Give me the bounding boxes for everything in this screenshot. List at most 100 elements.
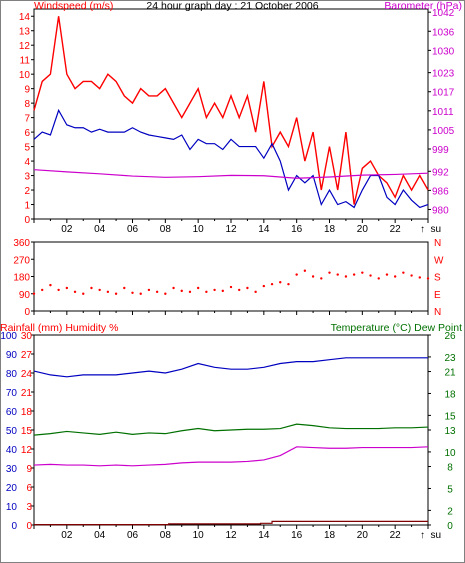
humidity-tick-label: 30: [6, 464, 18, 475]
x-tick-label: 16: [291, 224, 303, 235]
wind-direction-point: [344, 275, 348, 278]
wind-direction-point: [32, 292, 36, 295]
y-tick-label: 3: [24, 172, 30, 183]
wind-direction-point: [328, 271, 331, 274]
series-line-rainfall-mm-: [34, 520, 428, 526]
wind-direction-point: [213, 288, 216, 292]
rain-tick-label: 3: [26, 502, 32, 513]
y-tick-label: 360: [13, 238, 30, 249]
series-line-dew-point: [33, 446, 429, 467]
rain-tick-label: 24: [21, 369, 33, 380]
wind-direction-point: [123, 286, 126, 290]
wind-direction-point: [114, 292, 118, 295]
y-tick-label: 14: [19, 12, 31, 23]
y-tick-label: 8: [24, 99, 30, 110]
y2-tick-label: 21: [444, 368, 456, 379]
x-tick-label: 14: [258, 530, 270, 541]
page-title: 24 hour graph day : 21 October 2006: [146, 0, 318, 12]
wind-direction-point: [172, 286, 175, 290]
y-tick-label: 0: [24, 215, 30, 226]
y2-tick-label: 10: [444, 448, 456, 459]
rain-tick-label: 30: [21, 331, 33, 342]
compass-label: N: [434, 307, 441, 318]
right-axis-title: Temperature (°C) Dew Point: [331, 322, 462, 334]
wind-direction-point: [49, 283, 52, 287]
wind-direction-point: [393, 275, 397, 278]
wind-direction-point: [385, 273, 389, 276]
y2-tick-label: 999: [432, 145, 449, 156]
wind-direction-point: [82, 292, 85, 295]
humidity-tick-label: 50: [6, 426, 18, 437]
wind-direction-point: [164, 292, 167, 295]
humidity-tick-label: 100: [0, 331, 17, 342]
wind-direction-point: [377, 277, 380, 280]
wind-direction-point: [336, 273, 339, 276]
series-line-wind-gust: [33, 108, 429, 209]
now-marker: ↑ su: [420, 224, 441, 235]
wind-direction-point: [155, 290, 159, 294]
y2-tick-label: 1005: [432, 126, 455, 137]
y-tick-label: 2: [24, 186, 30, 197]
y-tick-label: 13: [19, 27, 31, 38]
wind-direction-point: [229, 285, 233, 289]
rain-tick-label: 12: [21, 445, 33, 456]
x-tick-label: 04: [94, 224, 106, 235]
y2-tick-label: 980: [432, 205, 449, 216]
wind-direction-point: [98, 288, 101, 292]
y-tick-label: 4: [24, 157, 30, 168]
wind-direction-point: [246, 286, 249, 290]
wind-direction-point: [205, 290, 208, 294]
plot-area-2: [33, 241, 429, 312]
y-tick-label: 5: [24, 143, 30, 154]
series-line-temperature-c-: [33, 423, 429, 436]
wind-direction-point: [196, 286, 200, 290]
y2-tick-label: 1011: [432, 107, 454, 118]
rain-tick-label: 18: [21, 407, 33, 418]
x-tick-label: 02: [61, 224, 73, 235]
wind-direction-point: [320, 277, 323, 280]
x-tick-label: 16: [291, 530, 303, 541]
compass-label: W: [434, 255, 444, 266]
y-tick-label: 10: [19, 70, 31, 81]
y2-tick-label: 2: [447, 506, 453, 517]
x-tick-label: 08: [160, 224, 172, 235]
wind-direction-point: [418, 276, 421, 279]
x-tick-label: 22: [390, 224, 402, 235]
series-line-humidity-: [33, 357, 428, 378]
wind-direction-point: [369, 274, 372, 277]
wind-direction-point: [90, 286, 93, 290]
y2-tick-label: 1030: [432, 46, 455, 57]
rain-tick-label: 6: [26, 483, 32, 494]
humidity-tick-label: 20: [6, 483, 18, 494]
wind-direction-point: [73, 290, 77, 294]
humidity-tick-label: 0: [11, 521, 17, 532]
y2-tick-label: 15: [444, 411, 456, 422]
left-axis-title: Rainfall (mm) Humidity %: [0, 322, 118, 334]
wind-direction-point: [57, 288, 60, 292]
x-tick-label: 14: [258, 224, 270, 235]
wind-direction-point: [65, 286, 69, 290]
y2-tick-label: 18: [444, 389, 456, 400]
humidity-tick-label: 40: [6, 445, 18, 456]
wind-direction-point: [311, 275, 315, 278]
y2-tick-label: 13: [444, 426, 456, 437]
compass-label: E: [434, 290, 441, 301]
wind-direction-point: [41, 288, 44, 292]
x-tick-label: 12: [225, 224, 237, 235]
wind-direction-point: [131, 291, 134, 294]
humidity-tick-label: 80: [6, 369, 18, 380]
wind-direction-point: [106, 290, 110, 294]
wind-direction-point: [180, 289, 183, 293]
y-tick-label: 7: [24, 114, 30, 125]
y2-tick-label: 1036: [432, 27, 455, 38]
series-line-windspeed-m-s-: [33, 16, 429, 205]
rain-tick-label: 27: [21, 350, 33, 361]
x-tick-label: 22: [390, 530, 402, 541]
wind-direction-point: [147, 288, 151, 292]
y2-tick-label: 8: [447, 463, 453, 474]
humidity-tick-label: 10: [6, 502, 18, 513]
y2-tick-label: 1017: [432, 88, 455, 99]
y2-tick-label: 26: [444, 331, 456, 342]
